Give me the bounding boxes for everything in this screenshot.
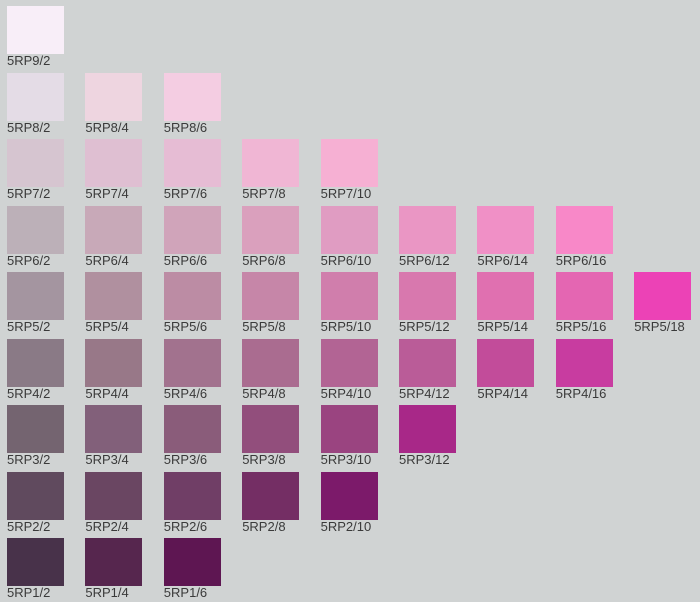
swatch-label: 5RP3/8 bbox=[242, 452, 286, 467]
swatch-label: 5RP3/6 bbox=[163, 452, 208, 467]
swatch-label: 5RP6/4 bbox=[85, 252, 129, 268]
swatch bbox=[242, 205, 300, 254]
swatch-label: 5RP8/4 bbox=[85, 119, 129, 135]
swatch-label: 5RP2/6 bbox=[163, 518, 208, 534]
swatch bbox=[85, 338, 143, 387]
swatch bbox=[242, 272, 300, 320]
swatch bbox=[7, 538, 64, 586]
swatch bbox=[7, 6, 64, 54]
swatch-label: 5RP6/14 bbox=[477, 252, 528, 268]
swatch-label: 5RP4/12 bbox=[399, 385, 450, 401]
swatch bbox=[320, 272, 378, 320]
swatch bbox=[320, 139, 378, 187]
swatch bbox=[7, 139, 64, 187]
swatch bbox=[399, 205, 456, 254]
swatch-label: 5RP5/2 bbox=[7, 319, 51, 334]
swatch bbox=[85, 405, 143, 453]
swatch bbox=[477, 272, 535, 320]
swatch bbox=[85, 205, 143, 254]
swatch-label: 5RP4/2 bbox=[7, 385, 51, 401]
swatch-label: 5RP6/6 bbox=[163, 252, 208, 268]
swatch-label: 5RP2/2 bbox=[7, 518, 51, 534]
swatch bbox=[163, 205, 221, 254]
swatch-label: 5RP2/10 bbox=[320, 518, 372, 534]
swatch-label: 5RP3/12 bbox=[399, 452, 450, 467]
swatch-label: 5RP7/6 bbox=[163, 186, 208, 201]
swatch bbox=[242, 471, 300, 520]
swatch bbox=[320, 405, 378, 453]
swatch bbox=[555, 205, 613, 254]
swatch bbox=[399, 338, 456, 387]
swatch bbox=[7, 272, 64, 320]
swatch-label: 5RP6/8 bbox=[242, 252, 286, 268]
swatch-label: 5RP4/14 bbox=[477, 385, 528, 401]
swatch bbox=[477, 338, 535, 387]
swatch-label: 5RP6/10 bbox=[320, 252, 372, 268]
swatch-label: 5RP4/16 bbox=[555, 385, 607, 401]
swatch-label: 5RP1/4 bbox=[85, 585, 129, 600]
swatch bbox=[555, 338, 613, 387]
swatch-label: 5RP7/8 bbox=[242, 186, 286, 201]
swatch-label: 5RP7/4 bbox=[85, 186, 129, 201]
swatch bbox=[85, 471, 143, 520]
swatch bbox=[477, 205, 535, 254]
swatch bbox=[7, 338, 64, 387]
swatch-label: 5RP2/4 bbox=[85, 518, 129, 534]
swatch bbox=[85, 272, 143, 320]
swatch bbox=[163, 471, 221, 520]
swatch bbox=[85, 139, 143, 187]
swatch-label: 5RP4/4 bbox=[85, 385, 129, 401]
swatch bbox=[163, 338, 221, 387]
swatch bbox=[7, 205, 64, 254]
swatch bbox=[163, 72, 221, 121]
swatch-label: 5RP4/8 bbox=[242, 385, 286, 401]
swatch bbox=[320, 471, 378, 520]
swatch-label: 5RP5/18 bbox=[634, 319, 685, 334]
swatch-label: 5RP3/2 bbox=[7, 452, 51, 467]
swatch-label: 5RP6/16 bbox=[555, 252, 607, 268]
swatch bbox=[399, 405, 456, 453]
swatch bbox=[320, 205, 378, 254]
swatch bbox=[242, 139, 300, 187]
swatch-label: 5RP7/10 bbox=[320, 186, 372, 201]
swatch bbox=[7, 405, 64, 453]
swatch bbox=[242, 338, 300, 387]
swatch-label: 5RP9/2 bbox=[7, 53, 51, 68]
swatch-label: 5RP1/2 bbox=[7, 585, 51, 600]
swatch bbox=[555, 272, 613, 320]
swatch-label: 5RP8/2 bbox=[7, 119, 51, 135]
swatch-label: 5RP5/8 bbox=[242, 319, 286, 334]
swatch-label: 5RP4/6 bbox=[163, 385, 208, 401]
swatch bbox=[399, 272, 456, 320]
swatch bbox=[85, 72, 143, 121]
swatch-label: 5RP3/10 bbox=[320, 452, 372, 467]
swatch bbox=[242, 405, 300, 453]
swatch bbox=[163, 272, 221, 320]
swatch bbox=[85, 538, 143, 586]
swatch-label: 5RP5/14 bbox=[477, 319, 528, 334]
swatch bbox=[163, 538, 221, 586]
swatch-label: 5RP6/2 bbox=[7, 252, 51, 268]
swatch-label: 5RP3/4 bbox=[85, 452, 129, 467]
swatch bbox=[163, 405, 221, 453]
swatch bbox=[634, 272, 692, 320]
swatch-label: 5RP5/12 bbox=[399, 319, 450, 334]
swatch bbox=[320, 338, 378, 387]
swatch-label: 5RP6/12 bbox=[399, 252, 450, 268]
swatch-label: 5RP5/16 bbox=[555, 319, 607, 334]
swatch-label: 5RP5/10 bbox=[320, 319, 372, 334]
swatch-label: 5RP5/4 bbox=[85, 319, 129, 334]
swatch-label: 5RP5/6 bbox=[163, 319, 208, 334]
swatch-label: 5RP1/6 bbox=[163, 585, 208, 600]
swatch-label: 5RP2/8 bbox=[242, 518, 286, 534]
swatch bbox=[163, 139, 221, 187]
swatch-label: 5RP8/6 bbox=[163, 119, 208, 135]
swatch-label: 5RP4/10 bbox=[320, 385, 372, 401]
swatch-label: 5RP7/2 bbox=[7, 186, 51, 201]
swatch bbox=[7, 72, 64, 121]
swatch bbox=[7, 471, 64, 520]
